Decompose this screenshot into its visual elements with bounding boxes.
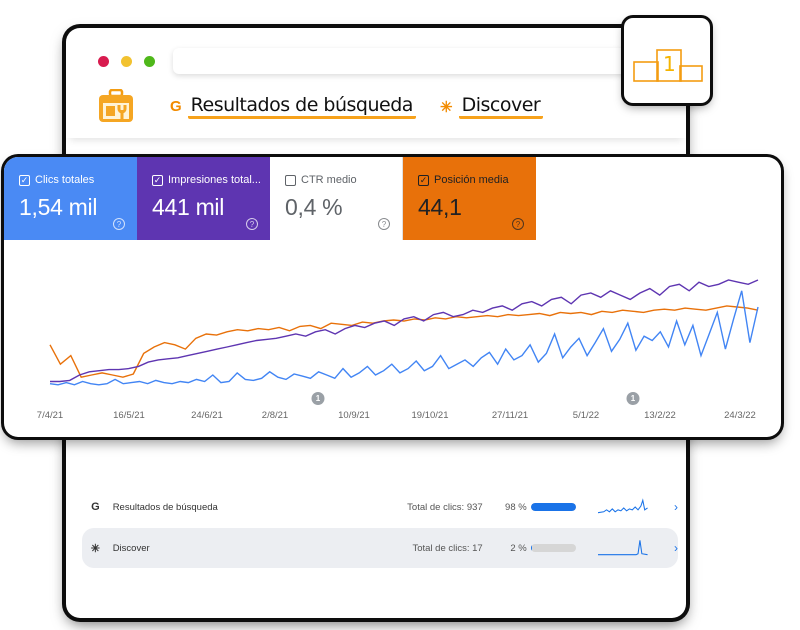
minimize-window-dot[interactable] [121,56,132,67]
source-percentage: 2 % [510,542,527,554]
x-axis-tick: 27/11/21 [491,410,529,421]
metric-value: 441 mil [152,194,225,220]
discover-icon: ✳ [90,542,100,555]
source-row-search-results[interactable]: G Resultados de búsqueda Total de clics: 9… [82,487,678,527]
maximize-window-dot[interactable] [144,56,155,67]
x-axis-tick: 24/3/22 [724,410,756,421]
x-axis-tick: 24/6/21 [191,410,223,421]
metric-value: 0,4 % [285,194,343,220]
metric-label: CTR medio [301,174,357,186]
annotation-marker[interactable]: 1 [626,392,640,405]
series-line-clics-totales [49,290,759,386]
performance-card: ✓ Clics totales 1,54 mil? ✓ Impresiones tota… [4,157,781,437]
browser-header [66,28,686,138]
source-percentage: 98 % [505,501,527,513]
x-axis-tick: 5/1/22 [572,410,600,421]
performance-chart: 7/4/21 16/5/21 24/6/21 2/8/21 10/9/21 19/10/2… [4,240,781,437]
x-axis-tick: 16/5/21 [113,410,145,421]
x-axis-tick: 2/8/21 [261,410,289,421]
toolbox-icon [99,89,133,122]
series-line-posición-media [49,305,759,378]
google-icon: G [91,501,100,513]
metric-header: CTR medio [285,174,402,186]
metric-avg-ctr[interactable]: CTR medio 0,4 %? [270,157,403,240]
metric-label: Impresiones total... [168,174,261,186]
metric-avg-position[interactable]: ✓ Posición media 44,1? [403,157,536,240]
annotation-marker[interactable]: 1 [311,392,325,405]
close-window-dot[interactable] [98,56,109,67]
help-icon[interactable]: ? [378,218,390,230]
metric-label: Posición media [434,174,509,186]
chevron-right-icon[interactable]: › [674,541,678,555]
podium-number: 1 [663,52,676,76]
line-chart [49,279,759,386]
series-line-impresiones-totales [50,279,759,383]
metric-header: ✓ Posición media [418,174,536,186]
source-name: Discover [112,542,150,554]
source-name: Resultados de búsqueda [112,501,218,513]
window-controls [98,56,155,67]
metric-header: ✓ Impresiones total... [152,174,270,186]
help-icon[interactable]: ? [113,218,125,230]
help-icon[interactable]: ? [246,218,258,230]
nav-tab-label: Resultados de búsqueda [187,94,416,119]
metric-cards: ✓ Clics totales 1,54 mil? ✓ Impresiones tota… [4,157,536,240]
x-axis-tick: 13/2/22 [644,410,676,421]
checkbox-unchecked-icon[interactable] [285,174,296,186]
nav-tab-search-results[interactable]: G Resultados de búsqueda [170,94,416,119]
google-icon: G [170,98,182,115]
address-bar[interactable] [173,48,643,74]
source-sparkline [598,498,648,514]
checkbox-checked-icon[interactable]: ✓ [152,174,163,186]
x-axis-tick: 10/9/21 [338,410,370,421]
metric-total-clicks[interactable]: ✓ Clics totales 1,54 mil? [4,157,137,240]
source-total-clicks: Total de clics: 937 [407,501,483,513]
checkbox-checked-icon[interactable]: ✓ [418,174,429,186]
metric-total-impressions[interactable]: ✓ Impresiones total... 441 mil? [137,157,270,240]
help-icon[interactable]: ? [512,218,524,230]
ranking-badge: 1 [624,18,710,103]
chevron-right-icon[interactable]: › [674,500,678,514]
metric-label: Clics totales [35,174,95,186]
source-share-bar [530,544,577,552]
source-share-bar [530,503,577,511]
metric-value: 44,1 [418,194,462,220]
x-axis-tick: 19/10/21 [411,410,449,421]
podium-icon [633,49,703,82]
checkbox-checked-icon[interactable]: ✓ [19,174,30,186]
discover-icon: ✳ [440,98,453,116]
nav-tab-discover[interactable]: ✳ Discover [440,94,544,119]
source-row-discover[interactable]: ✳ Discover Total de clics: 17 2 % › [82,528,678,568]
source-total-clicks: Total de clics: 17 [412,542,483,554]
x-axis-tick: 7/4/21 [36,410,64,421]
metric-header: ✓ Clics totales [19,174,137,186]
metric-value: 1,54 mil [19,194,98,220]
source-sparkline [598,540,648,556]
nav-tab-label: Discover [458,94,544,119]
